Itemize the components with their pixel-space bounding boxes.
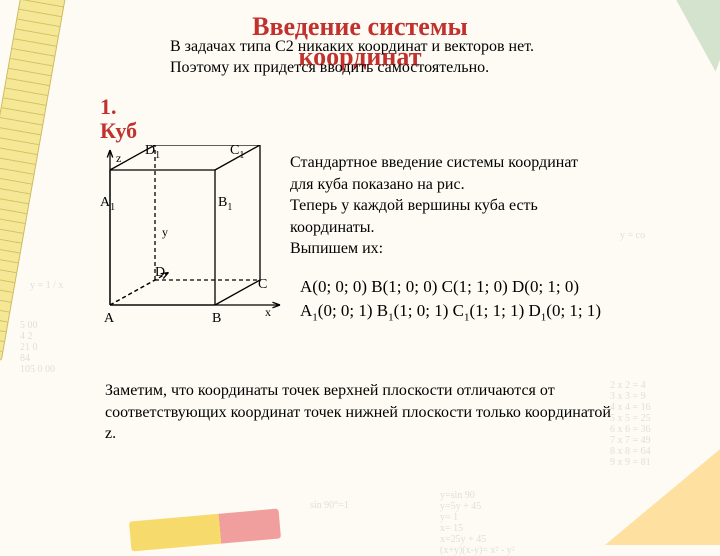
right-paragraph: Стандартное введение системы координат д… (290, 152, 580, 260)
bg-math-5: y = 1 / x (30, 280, 63, 291)
coords-row-1: A(0; 0; 0) B(1; 0; 0) C(1; 1; 0) D(0; 1;… (300, 275, 601, 299)
note-text: Заметим, что координаты точек верхней пл… (105, 380, 615, 445)
pencil-decoration (129, 509, 281, 552)
section-word: Куб (100, 118, 137, 143)
d1-seg: (1; 1; 1) D (470, 301, 541, 320)
cube-svg (100, 145, 290, 345)
bg-math-0: 5 00 4 2 21 0 84 105 0 00 (20, 320, 55, 375)
label-y: y (162, 225, 168, 240)
bg-math-2: sin 90°=1 (310, 500, 349, 511)
d1-end: (0; 1; 1) (546, 301, 601, 320)
a1-letter: A (300, 301, 312, 320)
label-D: D (155, 265, 165, 281)
bg-math-4: y = co (620, 230, 645, 241)
coords-row-2: A1(0; 0; 1) B1(1; 0; 1) C1(1; 1; 1) D1(0… (300, 299, 601, 326)
label-x: x (265, 305, 271, 320)
section-heading: 1. Куб (100, 95, 137, 143)
label-D1: D1 (145, 143, 160, 161)
b1-seg: (0; 0; 1) B (318, 301, 388, 320)
label-B1: B1 (218, 195, 232, 213)
set-square-bottom (605, 445, 720, 545)
label-C1: C1 (230, 143, 244, 161)
cube-figure: A B C D A1 B1 C1 D1 x y z (100, 145, 270, 345)
label-A: A (104, 311, 114, 327)
label-C: C (258, 277, 267, 293)
c1-seg: (1; 0; 1) C (394, 301, 464, 320)
bg-math-3: y=sin 90 y=5y + 45 y= 1 x= 15 x=25y + 45… (440, 490, 515, 556)
label-z: z (116, 151, 121, 166)
vertex-coordinates: A(0; 0; 0) B(1; 0; 0) C(1; 1; 0) D(0; 1;… (300, 275, 601, 326)
intro-text: В задачах типа С2 никаких координат и ве… (170, 37, 570, 79)
label-B: B (212, 311, 221, 327)
label-A1: A1 (100, 195, 115, 213)
section-number: 1. (100, 94, 117, 119)
